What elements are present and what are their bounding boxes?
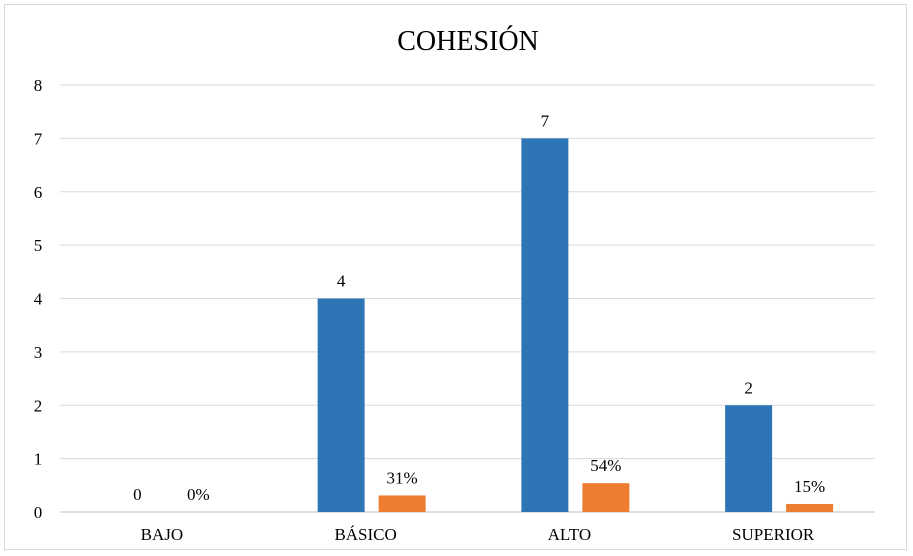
data-label: 7 bbox=[541, 111, 550, 130]
bar-series-2-básico bbox=[378, 495, 426, 512]
bar-series-1-superior bbox=[725, 405, 773, 512]
bar-series-1-básico bbox=[317, 298, 365, 512]
bars bbox=[317, 138, 834, 512]
x-tick-label: BAJO bbox=[141, 525, 184, 544]
bar-series-1-alto bbox=[521, 138, 569, 512]
data-labels: 0 0% 4 31% 7 54% 2 15% bbox=[133, 111, 825, 504]
data-label: 15% bbox=[794, 477, 825, 496]
data-label: 4 bbox=[337, 272, 346, 291]
y-tick-label: 1 bbox=[34, 450, 43, 469]
x-tick-label: BÁSICO bbox=[334, 525, 396, 544]
x-tick-label: ALTO bbox=[548, 525, 591, 544]
data-label: 31% bbox=[387, 468, 418, 487]
y-tick-label: 2 bbox=[34, 396, 43, 415]
chart-title: COHESIÓN bbox=[397, 26, 539, 57]
x-tick-label: SUPERIOR bbox=[732, 525, 815, 544]
y-axis-ticks: 0 1 2 3 4 5 6 7 8 bbox=[34, 76, 43, 522]
y-tick-label: 0 bbox=[34, 503, 43, 522]
data-label: 2 bbox=[744, 378, 753, 397]
bar-series-2-superior bbox=[786, 503, 834, 512]
y-tick-label: 3 bbox=[34, 343, 43, 362]
y-tick-label: 8 bbox=[34, 76, 43, 95]
bar-series-2-alto bbox=[582, 483, 630, 512]
y-tick-label: 4 bbox=[34, 290, 43, 309]
x-axis-ticks: BAJO BÁSICO ALTO SUPERIOR bbox=[141, 525, 815, 544]
data-label: 0 bbox=[133, 485, 142, 504]
y-tick-label: 7 bbox=[34, 129, 43, 148]
y-tick-label: 6 bbox=[34, 183, 43, 202]
data-label: 54% bbox=[590, 456, 621, 475]
y-tick-label: 5 bbox=[34, 236, 43, 255]
data-label: 0% bbox=[187, 485, 210, 504]
